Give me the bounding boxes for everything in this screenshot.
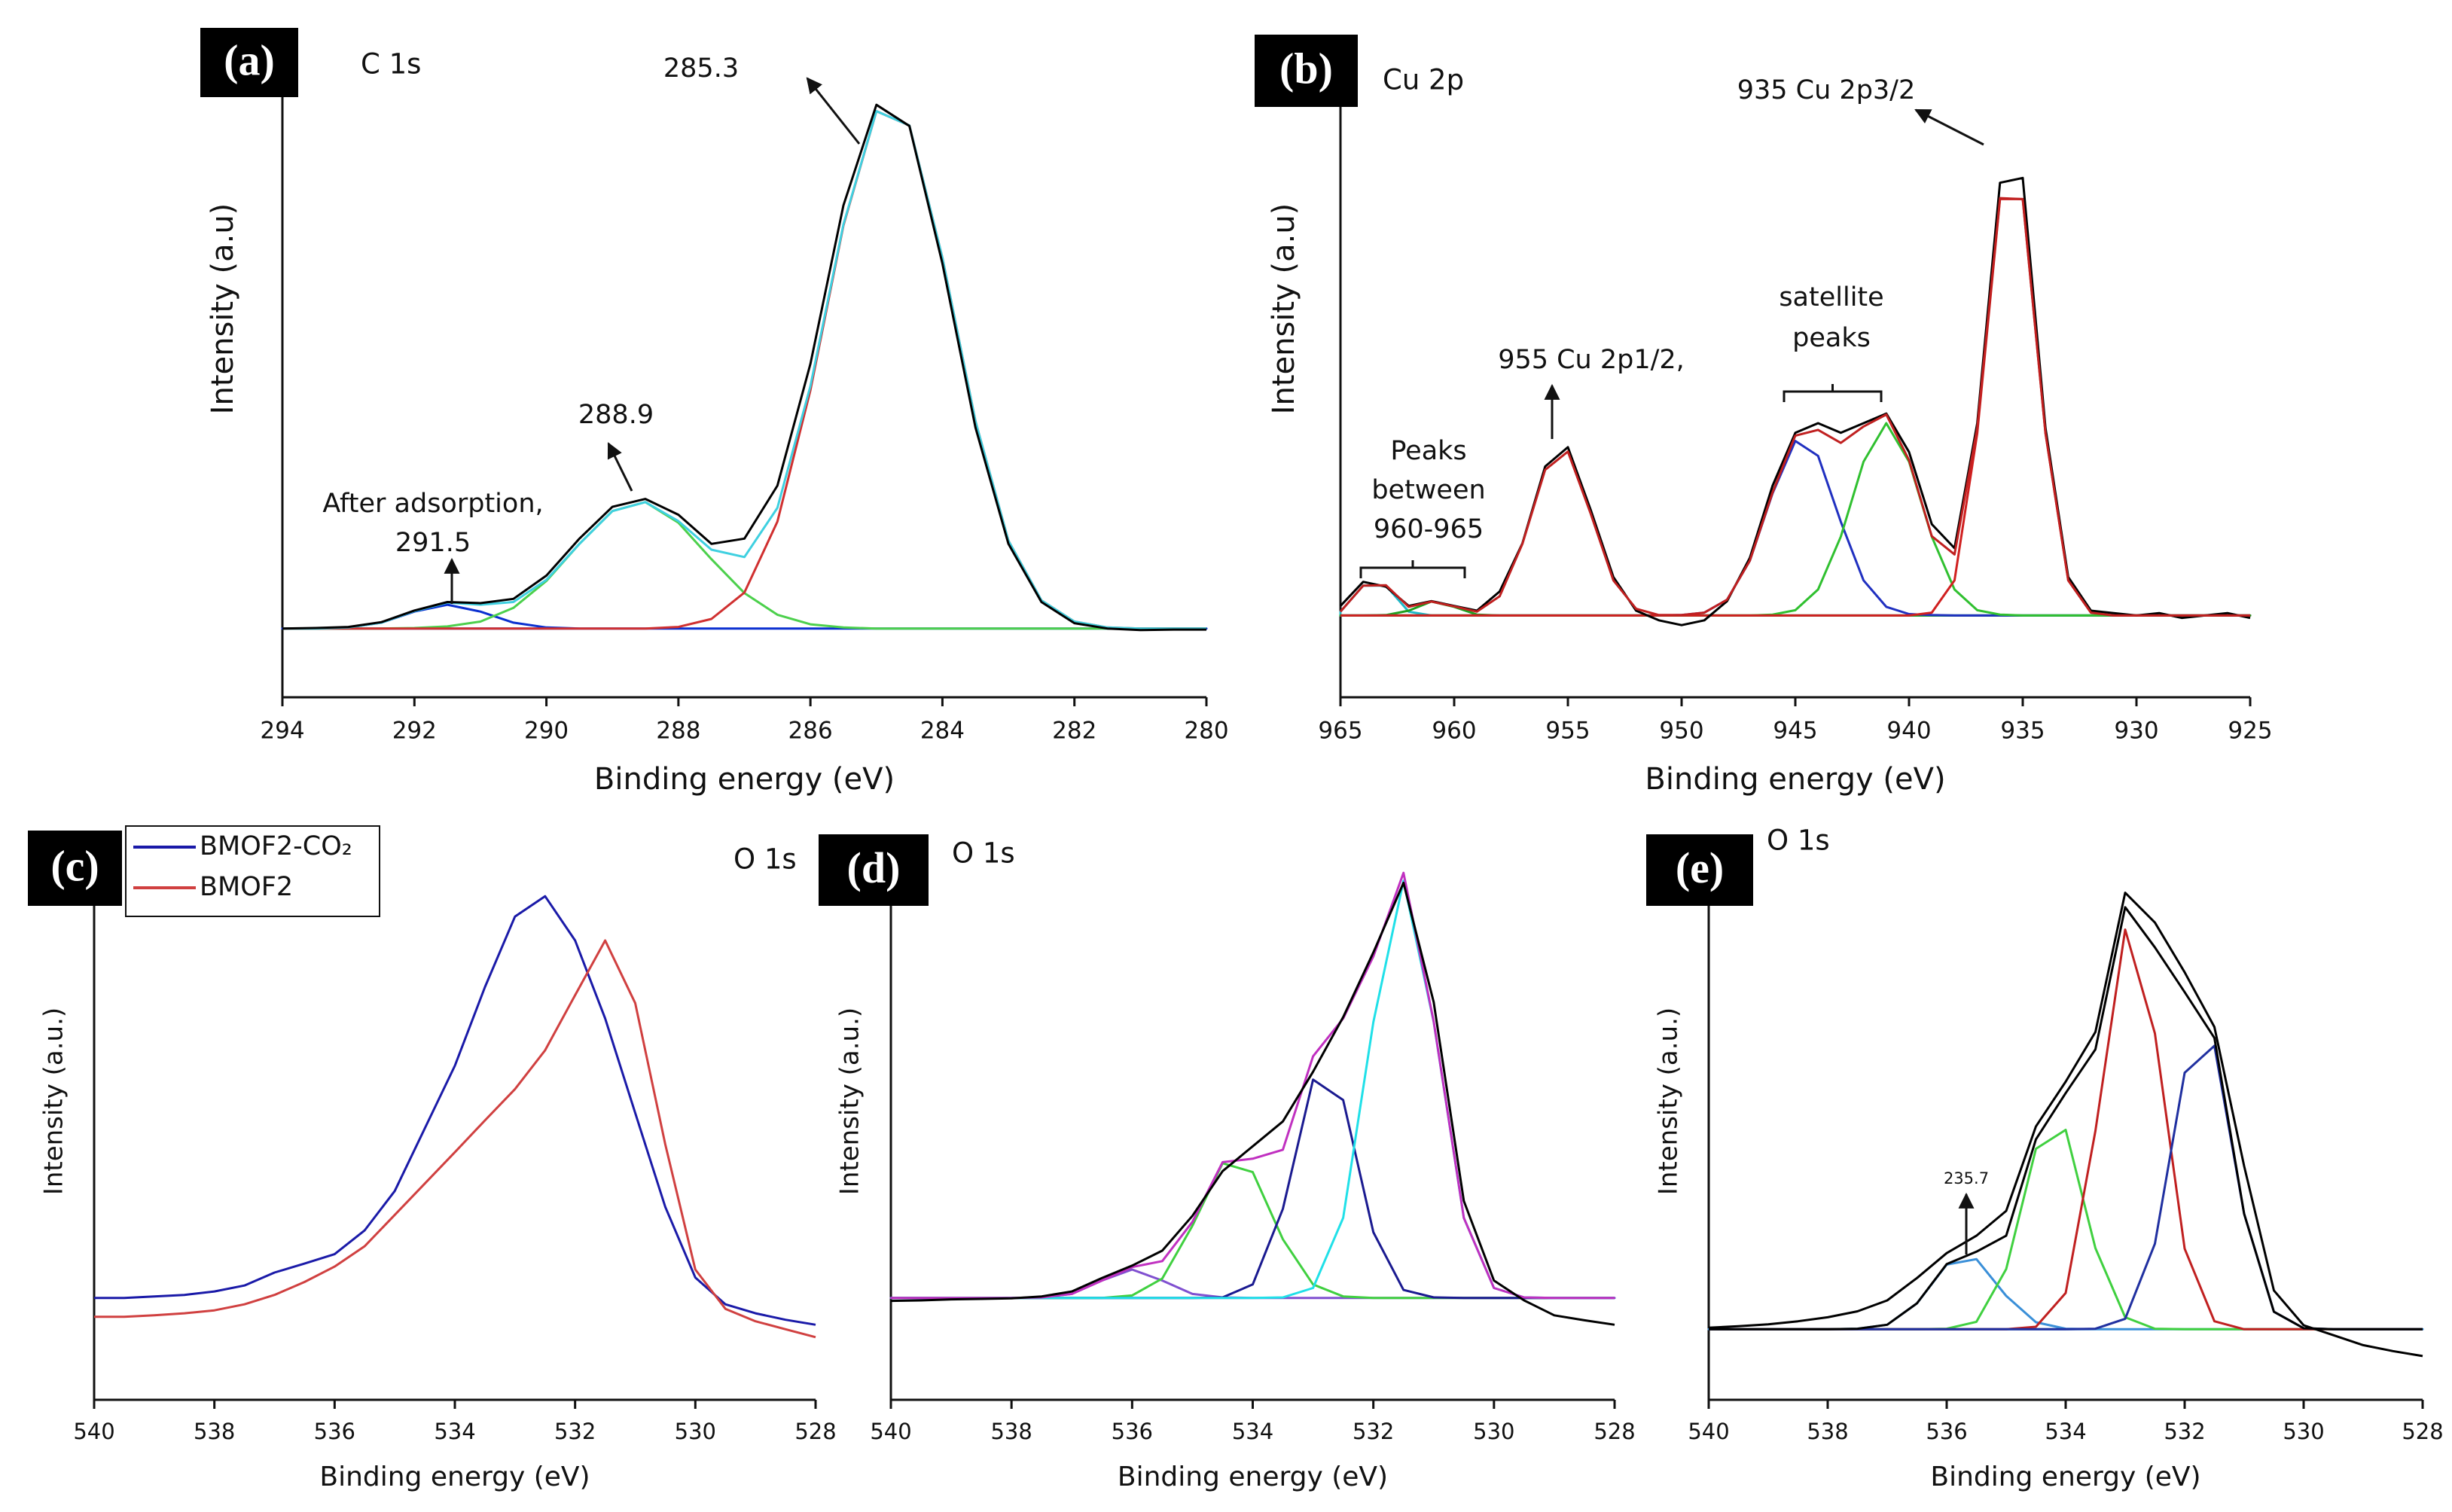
x-tick-label: 955 [1545,718,1590,745]
x-tick-label: 294 [260,718,304,745]
x-tick-label: 532 [2164,1419,2205,1444]
annotation: between [1371,475,1485,505]
y-axis-label: Intensity (a.u) [1267,203,1301,415]
x-tick-label: 960 [1432,718,1476,745]
panel-label-box [28,831,122,906]
y-axis-label: Intensity (a.u.) [39,1007,69,1195]
x-tick-label: 930 [2114,718,2158,745]
arrow [1914,108,1984,146]
x-tick-label: 532 [554,1419,596,1444]
y-axis-label: Intensity (a.u.) [1654,1007,1684,1195]
legend-label: BMOF2 [200,872,293,902]
x-tick-label: 530 [2283,1419,2324,1444]
y-axis-label: Intensity (a.u) [206,203,240,415]
y-axis-label: Intensity (a.u.) [835,1007,865,1195]
legend-box [125,825,380,917]
panel-label-box [819,834,929,906]
annotation: 955 Cu 2p1/2, [1498,345,1685,375]
x-tick-label: 290 [524,718,569,745]
annotation: 291.5 [395,528,471,558]
panel-label-box [1646,834,1753,906]
x-tick-label: 935 [2000,718,2045,745]
x-tick-label: 292 [392,718,437,745]
x-tick-label: 528 [794,1419,836,1444]
x-tick-label: 530 [675,1419,716,1444]
spectrum-line [1709,906,2423,1331]
spectrum-line [890,881,1615,1326]
panel-title: O 1s [733,843,797,876]
x-tick-label: 925 [2228,718,2272,745]
x-tick-label: 940 [1886,718,1931,745]
x-tick-label: 536 [1112,1419,1153,1444]
x-tick-label: 534 [2045,1419,2086,1444]
panel-title: O 1s [952,837,1015,870]
panel-label: (d) [847,843,901,892]
x-tick-label: 534 [1232,1419,1273,1444]
spectrum-line [1708,892,2423,1358]
x-tick-label: 540 [73,1419,114,1444]
x-tick-label: 540 [870,1419,911,1444]
x-tick-label: 540 [1688,1419,1729,1444]
x-tick-label: 538 [990,1419,1032,1444]
annotation: satellite [1779,282,1883,312]
spectrum-line [1339,176,2251,626]
bracket [1359,560,1466,578]
panel-label-box [1255,35,1358,107]
panel-title: O 1s [1767,825,1830,857]
x-tick-label: 965 [1318,718,1362,745]
bracket [1783,384,1883,402]
x-tick-label: 538 [194,1419,235,1444]
x-tick-label: 286 [788,718,833,745]
panel-label: (a) [224,35,275,84]
spectrum-line [94,895,816,1326]
x-tick-label: 280 [1184,718,1228,745]
x-tick-label: 528 [1593,1419,1635,1444]
panel-title: C 1s [361,48,421,81]
x-axis-label: Binding energy (eV) [1645,762,1945,797]
arrow [607,442,633,492]
x-axis-label: Binding energy (eV) [1930,1462,2200,1492]
panel-label: (e) [1676,843,1724,892]
legend-label: BMOF2-CO₂ [200,831,352,861]
annotation: Peaks [1390,436,1466,466]
x-tick-label: 945 [1773,718,1817,745]
x-tick-label: 536 [314,1419,355,1444]
x-tick-label: 530 [1473,1419,1514,1444]
annotation: 288.9 [578,400,654,430]
annotation: 935 Cu 2p3/2 [1737,75,1916,105]
x-axis-label: Binding energy (eV) [594,762,895,797]
arrow [806,77,861,145]
spectrum-line [94,939,816,1339]
x-tick-label: 282 [1052,718,1096,745]
annotation: 960-965 [1374,514,1484,544]
spectrum-line [1339,197,2250,617]
panel-title: Cu 2p [1383,64,1464,96]
x-axis-label: Binding energy (eV) [319,1462,590,1492]
x-tick-label: 536 [1926,1419,1967,1444]
x-tick-label: 534 [434,1419,475,1444]
x-tick-label: 532 [1353,1419,1394,1444]
panel-label: (c) [50,841,99,890]
x-tick-label: 528 [2402,1419,2443,1444]
panel-label-box [200,28,298,97]
annotation: After adsorption, [322,489,543,519]
spectrum-line [282,103,1206,632]
x-tick-label: 538 [1807,1419,1848,1444]
annotation: peaks [1792,323,1871,353]
annotation: 285.3 [663,53,739,84]
x-tick-label: 284 [920,718,965,745]
x-axis-label: Binding energy (eV) [1118,1462,1388,1492]
panel-label: (b) [1279,44,1333,93]
x-tick-label: 288 [656,718,700,745]
x-tick-label: 950 [1659,718,1703,745]
annotation: 235.7 [1944,1169,1989,1187]
